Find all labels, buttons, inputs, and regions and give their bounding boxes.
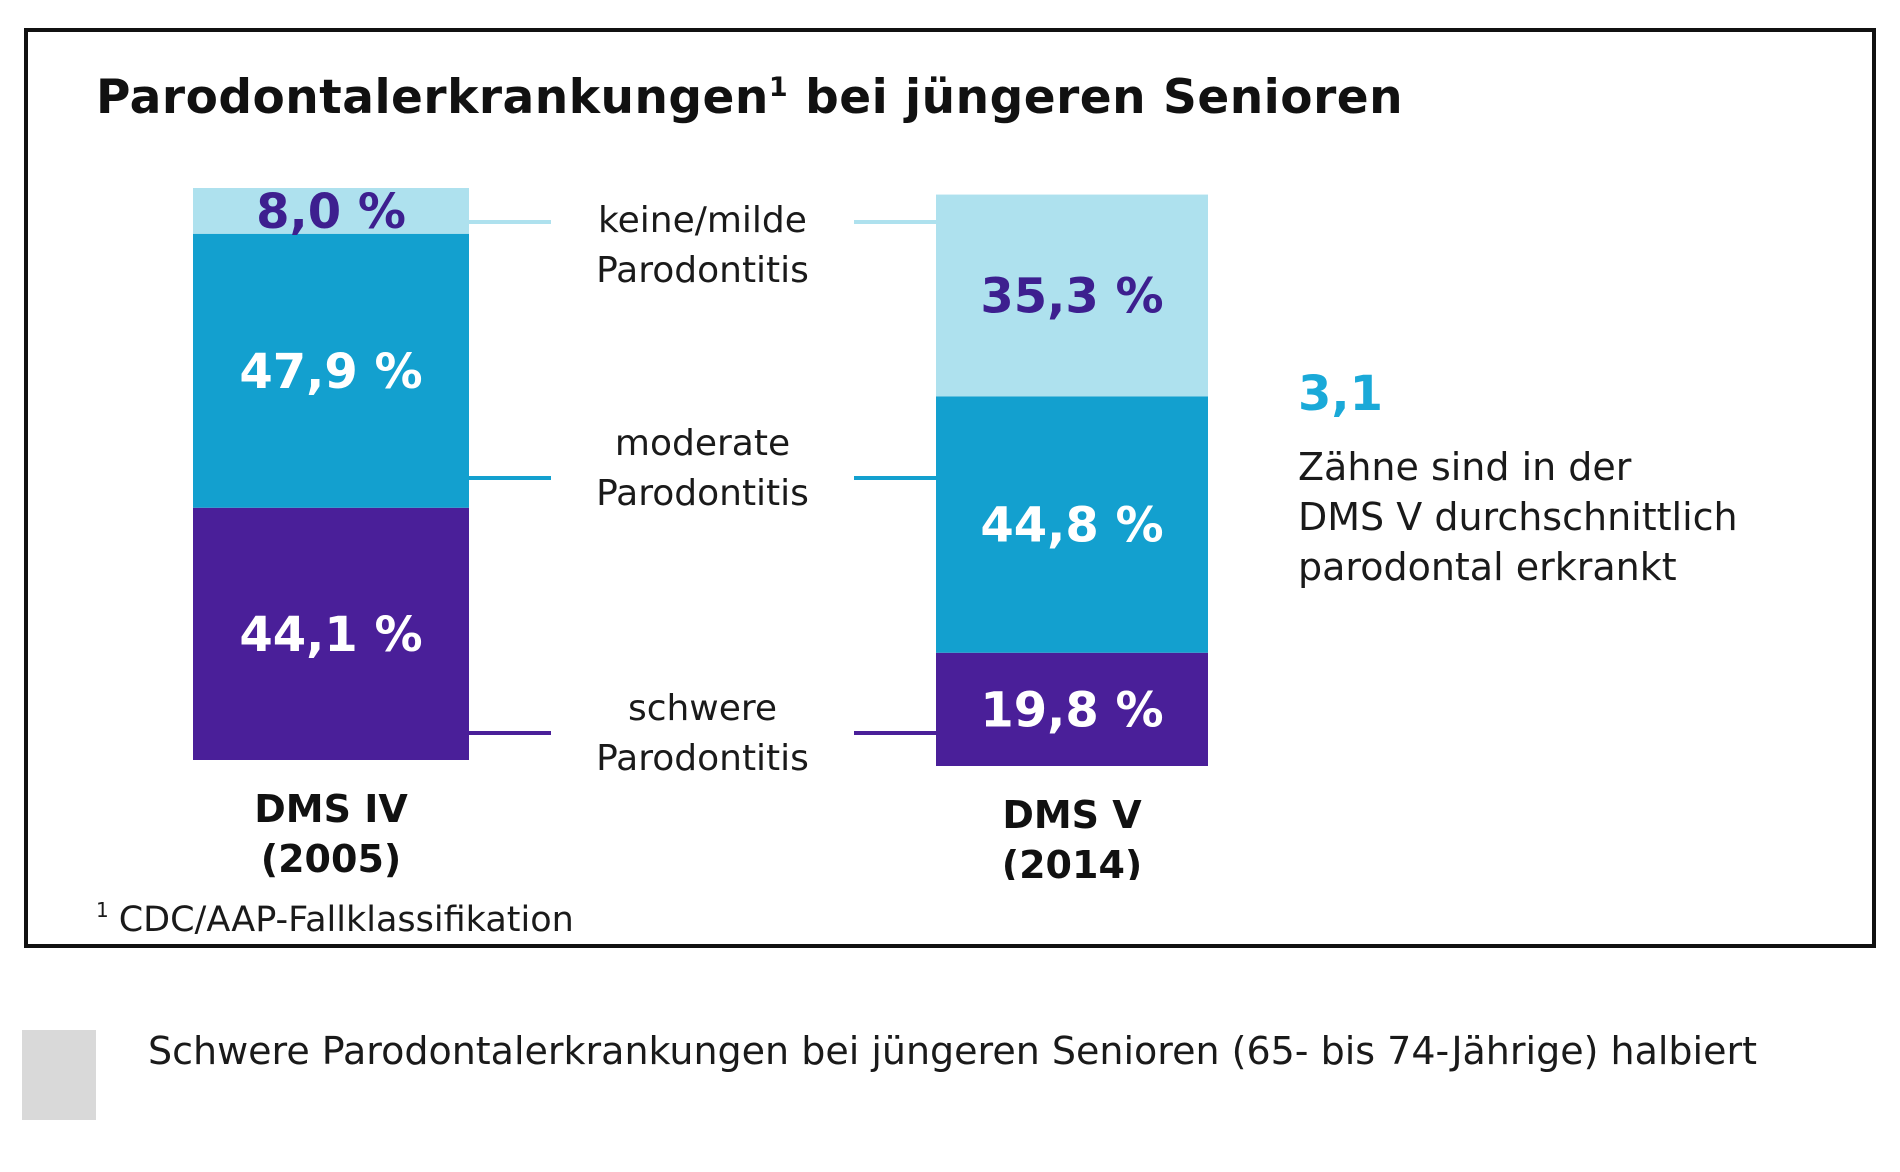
data-label: 44,1 % <box>239 607 422 663</box>
caption: Schwere Parodontalerkrankungen bei jünge… <box>148 1029 1757 1073</box>
legend-label: Parodontitis <box>596 473 809 514</box>
data-label: 8,0 % <box>256 184 406 240</box>
category-label: (2005) <box>261 837 402 880</box>
stacked-bar-chart: 44,1 % 47,9 % 8,0 % DMS IV (2005) 19,8 % 44,8 … <box>193 184 1208 880</box>
title-footnote-marker: 1 <box>768 72 789 103</box>
legend-label: schwere <box>628 688 777 729</box>
data-label: 35,3 % <box>980 269 1163 325</box>
stat-line: parodontal erkrankt <box>1298 545 1677 589</box>
footnote-marker: 1 <box>96 898 109 922</box>
caption-swatch <box>22 1030 96 1120</box>
data-label: 47,9 % <box>239 344 422 400</box>
category-label: DMS IV <box>254 787 408 831</box>
bar-segment <box>936 652 1208 766</box>
chart-frame <box>24 28 1876 948</box>
category-label: DMS V <box>1002 793 1142 837</box>
bar-segment <box>936 396 1208 653</box>
stat-description: Zähne sind in der DMS V durchschnittlich… <box>1298 442 1818 592</box>
data-label: 19,8 % <box>980 682 1163 738</box>
legend-label: Parodontitis <box>596 738 809 779</box>
legend-label: moderate <box>615 423 790 464</box>
legend-label: Parodontitis <box>596 250 809 291</box>
category-label: (2014) <box>1002 843 1143 880</box>
legend-label: keine/milde <box>598 200 807 241</box>
footnote-text: CDC/AAP-Fallklassifikation <box>118 900 574 940</box>
stat-line: Zähne sind in der <box>1298 445 1632 489</box>
bar-segment <box>193 507 469 760</box>
stat-line: DMS V durchschnittlich <box>1298 495 1738 539</box>
bar-segment <box>193 188 469 234</box>
stat-value: 3,1 <box>1298 366 1384 422</box>
chart-title: Parodontalerkrankungen1 bei jüngeren Sen… <box>96 70 1404 125</box>
bar-segment <box>193 233 469 508</box>
data-label: 44,8 % <box>980 498 1163 554</box>
footnote: 1 CDC/AAP-Fallklassifikation <box>96 898 574 940</box>
bar-segment <box>936 194 1208 397</box>
